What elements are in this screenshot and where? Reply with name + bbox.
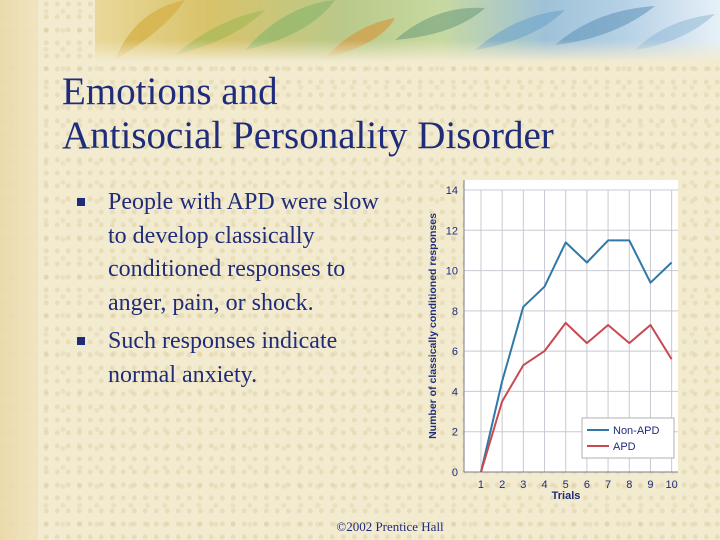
x-tick-label: 10	[666, 479, 678, 491]
series-line-non-apd	[480, 239, 673, 473]
series	[480, 239, 673, 473]
x-tick-label: 6	[584, 479, 590, 491]
legend-label-non-apd: Non-APD	[613, 425, 660, 437]
x-tick-label: 7	[605, 479, 611, 491]
title-line-1: Emotions and	[62, 70, 278, 113]
square-bullet-icon	[77, 198, 85, 206]
y-tick-label: 4	[452, 386, 458, 398]
legend-label-apd: APD	[613, 441, 636, 453]
bullet-item: Such responses indicate normal anxiety.	[77, 325, 397, 392]
x-tick-label: 5	[563, 479, 569, 491]
y-tick-label: 10	[446, 266, 458, 278]
y-tick-label: 2	[452, 427, 458, 439]
line-chart: 0 2 4 6 8 10 12 14 1 2 3 4 5 6 7 8 9 10 Number of classic…	[412, 180, 680, 505]
x-tick-label: 3	[520, 479, 526, 491]
y-tick-label: 0	[452, 467, 458, 479]
chart-legend: Non-APD APD	[581, 417, 675, 459]
x-tick-label: 9	[647, 479, 653, 491]
y-tick-label: 12	[446, 225, 458, 237]
x-tick-label: 2	[499, 479, 505, 491]
y-tick-label: 8	[452, 306, 458, 318]
slide-title: Emotions and Antisocial Personality Diso…	[62, 70, 662, 158]
x-axis-label: Trials	[552, 490, 581, 502]
square-bullet-icon	[77, 337, 85, 345]
x-tick-label: 1	[478, 479, 484, 491]
bullet-text: Such responses indicate normal anxiety.	[108, 328, 338, 388]
bullet-list: People with APD were slow to develop cla…	[77, 186, 397, 392]
bullet-text: People with APD were slow to develop cla…	[108, 189, 379, 316]
y-tick-label: 14	[446, 185, 458, 197]
title-line-2: Antisocial Personality Disorder	[62, 114, 554, 157]
banner-fade	[95, 40, 720, 62]
bullet-item: People with APD were slow to develop cla…	[77, 186, 397, 320]
y-axis-label: Number of classically conditioned respon…	[427, 213, 439, 439]
left-decorative-strip	[0, 0, 38, 540]
series-line-apd	[480, 321, 673, 473]
leaf-banner	[95, 0, 720, 62]
x-tick-label: 4	[541, 479, 547, 491]
y-tick-label: 6	[452, 346, 458, 358]
x-tick-label: 8	[626, 479, 632, 491]
copyright-footer: ©2002 Prentice Hall	[336, 519, 444, 534]
legend-box	[581, 417, 675, 459]
